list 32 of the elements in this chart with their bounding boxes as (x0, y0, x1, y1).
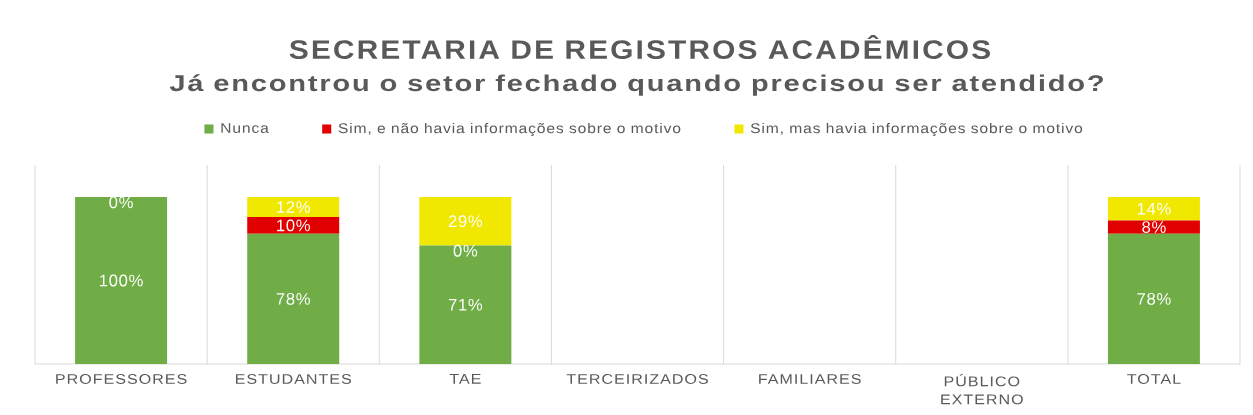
bar (247, 217, 340, 234)
x-tick-label: TOTAL (1127, 374, 1181, 384)
bar (1107, 233, 1200, 364)
data-label: 0% (109, 196, 133, 209)
x-tick-label: ESTUDANTES (236, 374, 351, 384)
data-label: 29% (448, 215, 483, 228)
x-tick-label: PÚBLICO EXTERNO (941, 374, 1023, 405)
x-tick-label: TERCEIRIZADOS (566, 374, 708, 384)
x-tick-label: FAMILIARES (759, 374, 861, 384)
data-label: 71% (448, 298, 483, 311)
bar (1107, 220, 1200, 234)
bar (247, 233, 340, 364)
data-label: 10% (277, 219, 310, 232)
legend-label: Nunca (221, 123, 269, 133)
bar (1107, 197, 1200, 221)
data-label: 0% (453, 244, 478, 257)
bar (419, 245, 512, 364)
x-tick-label: TAE (449, 374, 481, 384)
data-label: 12% (277, 201, 310, 213)
bar (247, 197, 340, 218)
data-label: 78% (1137, 292, 1171, 305)
data-label: 78% (276, 292, 310, 305)
chart-title: SECRETARIA DE REGISTROS ACADÊMICOS (289, 34, 990, 60)
data-label: 14% (1137, 202, 1171, 215)
data-label: 8% (1142, 221, 1166, 233)
bar (75, 197, 168, 364)
bar (419, 197, 512, 246)
legend-label: Sim, e não havia informações sobre o motivo (338, 122, 681, 137)
chart-subtitle: Já encontrou o setor fechado quando precisou ser atendido? (169, 74, 1103, 96)
data-label: 100% (100, 274, 143, 287)
legend-label: Sim, mas havia informações sobre o motivo (750, 122, 1083, 137)
x-tick-label: PROFESSORES (56, 374, 187, 384)
